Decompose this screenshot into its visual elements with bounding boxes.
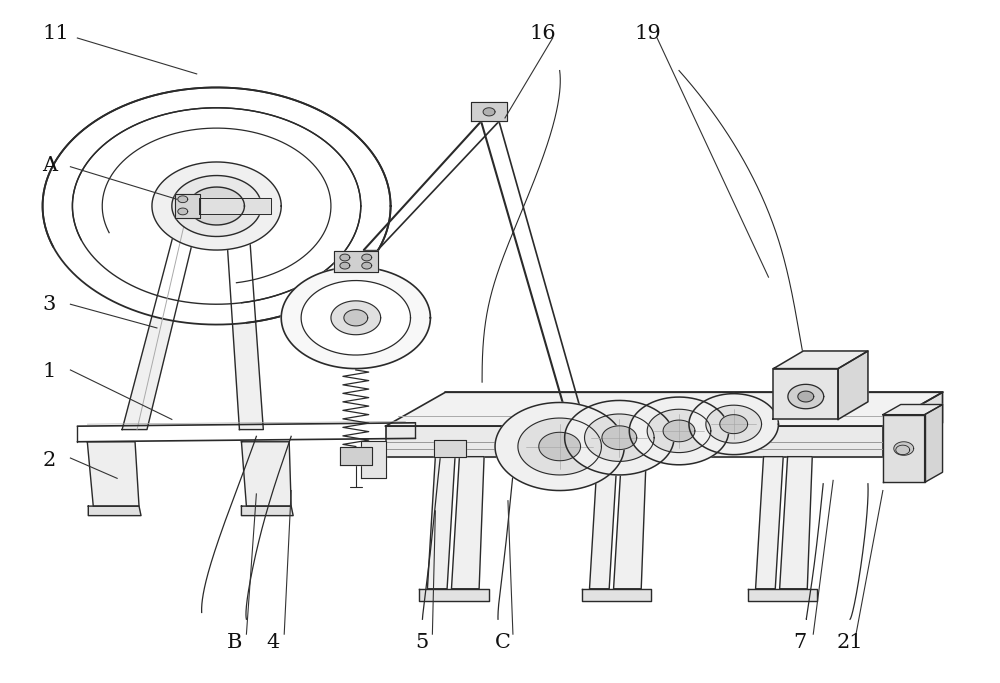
Text: 2: 2 bbox=[43, 451, 56, 469]
Polygon shape bbox=[344, 309, 368, 326]
Polygon shape bbox=[172, 176, 261, 236]
Polygon shape bbox=[419, 589, 489, 601]
Polygon shape bbox=[788, 385, 824, 408]
Polygon shape bbox=[647, 409, 711, 453]
Polygon shape bbox=[483, 108, 495, 116]
Polygon shape bbox=[539, 432, 581, 461]
Polygon shape bbox=[773, 369, 838, 419]
Polygon shape bbox=[178, 208, 188, 215]
Text: 21: 21 bbox=[836, 633, 863, 652]
Polygon shape bbox=[756, 457, 783, 589]
Polygon shape bbox=[340, 262, 350, 269]
Text: 1: 1 bbox=[43, 363, 56, 382]
Text: 16: 16 bbox=[530, 24, 556, 43]
Polygon shape bbox=[227, 233, 263, 430]
Text: 7: 7 bbox=[793, 633, 807, 652]
Polygon shape bbox=[590, 457, 617, 589]
Polygon shape bbox=[152, 162, 281, 250]
Polygon shape bbox=[189, 187, 244, 225]
Text: B: B bbox=[227, 633, 242, 652]
Polygon shape bbox=[122, 233, 195, 430]
Polygon shape bbox=[706, 405, 762, 443]
Polygon shape bbox=[896, 445, 910, 455]
Polygon shape bbox=[331, 301, 381, 335]
Polygon shape bbox=[88, 506, 141, 516]
Polygon shape bbox=[585, 414, 654, 462]
Polygon shape bbox=[87, 442, 139, 506]
Polygon shape bbox=[175, 194, 200, 218]
Polygon shape bbox=[43, 87, 391, 324]
Polygon shape bbox=[301, 281, 411, 355]
Polygon shape bbox=[602, 426, 637, 449]
Text: 19: 19 bbox=[634, 24, 661, 43]
Text: A: A bbox=[43, 156, 58, 175]
Polygon shape bbox=[241, 506, 293, 516]
Polygon shape bbox=[748, 589, 817, 601]
Polygon shape bbox=[334, 251, 378, 273]
Polygon shape bbox=[582, 589, 651, 601]
Polygon shape bbox=[798, 391, 814, 402]
Polygon shape bbox=[518, 418, 601, 475]
Polygon shape bbox=[663, 420, 695, 442]
Polygon shape bbox=[427, 457, 455, 589]
Polygon shape bbox=[495, 402, 624, 490]
Polygon shape bbox=[614, 457, 646, 589]
Polygon shape bbox=[720, 415, 748, 434]
Polygon shape bbox=[362, 254, 372, 261]
Polygon shape bbox=[340, 447, 372, 466]
Polygon shape bbox=[773, 351, 868, 369]
Polygon shape bbox=[689, 393, 778, 455]
Polygon shape bbox=[281, 267, 430, 369]
Polygon shape bbox=[340, 254, 350, 261]
Polygon shape bbox=[471, 102, 507, 122]
Text: 3: 3 bbox=[43, 295, 56, 313]
Polygon shape bbox=[925, 404, 943, 482]
Polygon shape bbox=[178, 196, 188, 203]
Polygon shape bbox=[362, 262, 372, 269]
Polygon shape bbox=[361, 441, 386, 478]
Text: 4: 4 bbox=[266, 633, 280, 652]
Text: 11: 11 bbox=[43, 24, 69, 43]
Polygon shape bbox=[199, 198, 271, 214]
Polygon shape bbox=[72, 108, 361, 304]
Polygon shape bbox=[434, 440, 466, 457]
Polygon shape bbox=[241, 442, 291, 506]
Polygon shape bbox=[386, 392, 943, 426]
Polygon shape bbox=[386, 426, 883, 457]
Polygon shape bbox=[883, 415, 925, 482]
Polygon shape bbox=[565, 400, 674, 475]
Text: C: C bbox=[495, 633, 511, 652]
Polygon shape bbox=[894, 442, 914, 456]
Polygon shape bbox=[883, 404, 943, 415]
Polygon shape bbox=[883, 392, 943, 457]
Polygon shape bbox=[629, 397, 729, 465]
Polygon shape bbox=[838, 351, 868, 419]
Text: 5: 5 bbox=[415, 633, 429, 652]
Polygon shape bbox=[451, 457, 484, 589]
Polygon shape bbox=[780, 457, 812, 589]
